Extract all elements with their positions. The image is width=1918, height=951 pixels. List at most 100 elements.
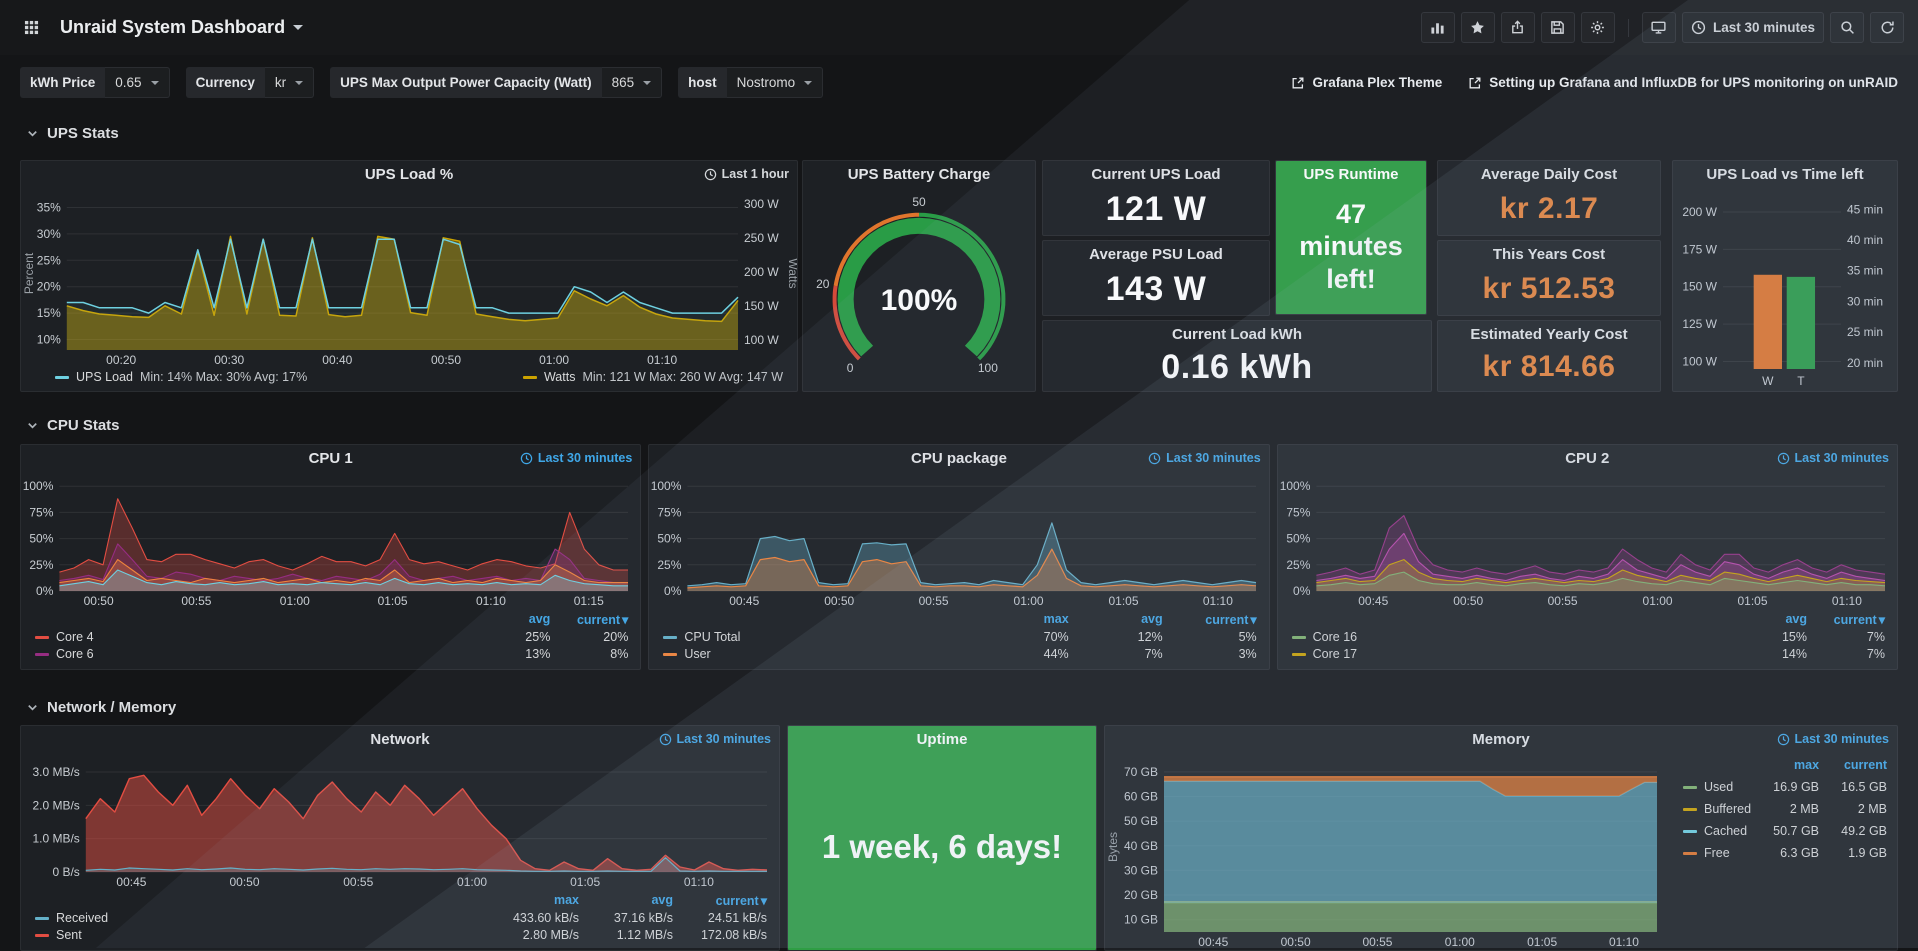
dashboard-title-dropdown[interactable]: Unraid System Dashboard [60, 17, 304, 38]
legend-series[interactable]: Used [1683, 780, 1751, 794]
legend-series[interactable]: Received [35, 911, 485, 925]
legend-header-current[interactable]: current [1807, 612, 1885, 627]
panel-title[interactable]: UPS Battery Charge [847, 165, 991, 183]
row-title-network-memory[interactable]: Network / Memory [20, 696, 1898, 718]
ups-bars-chart[interactable]: 100 W 125 W 150 W 175 W 200 W 20 min 25 min 30 … [1673, 187, 1897, 391]
save-glyph [1551, 21, 1565, 34]
svg-text:01:10: 01:10 [476, 594, 506, 608]
legend-header-avg[interactable]: avg [1141, 612, 1163, 626]
svg-text:01:05: 01:05 [1737, 594, 1767, 608]
legend-header-max[interactable]: max [1794, 758, 1820, 772]
variable-ups-max-output: UPS Max Output Power Capacity (Watt) 865 [330, 67, 663, 98]
cpu2-chart[interactable]: 0% 25% 50% 75% 100% 00:45 00:50 00:55 01:00 01:05… [1278, 471, 1897, 609]
svg-text:00:55: 00:55 [919, 594, 949, 608]
legend-series[interactable]: Cached [1683, 824, 1751, 838]
svg-text:00:45: 00:45 [730, 594, 760, 608]
legend-header-current[interactable]: current [673, 893, 767, 908]
legend-series[interactable]: Buffered [1683, 802, 1751, 816]
variable-value-dropdown[interactable]: 865 [601, 67, 663, 98]
network-chart[interactable]: 0 B/s 1.0 MB/s 2.0 MB/s 3.0 MB/s 00:45 00:50 0… [21, 752, 779, 890]
series-color-icon [1291, 635, 1306, 639]
legend-header-current[interactable]: current [550, 612, 628, 627]
variable-value-dropdown[interactable]: kr [264, 67, 315, 98]
panel-cpu1: CPU 1 Last 30 minutes 0% 25% 50% 75% 100% 00:… [20, 444, 642, 670]
svg-text:01:10: 01:10 [1832, 594, 1862, 608]
legend-series[interactable]: Core 16 [1291, 630, 1741, 644]
cpu1-chart[interactable]: 0% 25% 50% 75% 100% 00:50 00:55 01:00 01:05 01:10… [21, 471, 640, 609]
gear-icon[interactable] [1580, 12, 1615, 43]
panel-memory: Memory Last 30 minutes 10 GB 20 GB 30 GB 40… [1104, 725, 1898, 951]
ups-stats-row: UPS Load % Last 1 hour 10% 15% 20% 25% 30% 35… [20, 160, 1898, 392]
panel-title[interactable]: CPU 2 [1565, 449, 1610, 467]
legend-series[interactable]: Core 17 [1291, 647, 1741, 661]
add-panel-icon[interactable] [1420, 12, 1455, 43]
cpu-package-chart[interactable]: 0% 25% 50% 75% 100% 00:45 00:50 00:55 01:00 01:05… [649, 471, 1268, 609]
page-title: Unraid System Dashboard [60, 17, 286, 37]
panel-title[interactable]: Average Daily Cost [1480, 165, 1618, 183]
panel-title[interactable]: This Years Cost [1492, 245, 1606, 263]
legend-header-current[interactable]: current [1843, 758, 1888, 772]
svg-text:3.0 MB/s: 3.0 MB/s [32, 765, 79, 779]
panel-title[interactable]: CPU package [911, 449, 1007, 467]
search-icon[interactable] [1830, 12, 1864, 43]
legend-series[interactable]: Core 4 [35, 630, 484, 644]
svg-text:01:15: 01:15 [574, 594, 604, 608]
share-icon[interactable] [1500, 12, 1535, 43]
cycle-view-monitor-icon[interactable] [1641, 12, 1676, 43]
svg-text:01:10: 01:10 [684, 875, 714, 889]
apps-grid-icon[interactable] [14, 12, 48, 43]
svg-text:0 B/s: 0 B/s [52, 865, 79, 879]
panel-title[interactable]: CPU 1 [308, 449, 353, 467]
link-ups-monitoring-guide[interactable]: Setting up Grafana and InfluxDB for UPS … [1468, 75, 1898, 90]
ups-load-chart[interactable]: 10% 15% 20% 25% 30% 35% 100 W 150 W 200 W 250 W 30… [21, 187, 797, 368]
dashboard-body: UPS Stats UPS Load % Last 1 hour 10% 15% 2… [0, 122, 1918, 951]
legend-series[interactable]: CPU Total [663, 630, 974, 644]
legend-series-ups-load[interactable]: UPS Load Min: 14% Max: 30% Avg: 17% [55, 370, 307, 384]
panel-title[interactable]: UPS Runtime [1303, 165, 1399, 183]
panel-estimated-yearly-cost: Estimated Yearly Cost kr 814.66 [1437, 320, 1661, 392]
memory-chart[interactable]: 10 GB 20 GB 30 GB 40 GB 50 GB 60 GB 70 GB 00:45… [1105, 752, 1669, 950]
refresh-icon[interactable] [1870, 12, 1904, 43]
svg-text:20 GB: 20 GB [1124, 888, 1158, 902]
row-title-ups-stats[interactable]: UPS Stats [20, 122, 1898, 144]
variable-value-dropdown[interactable]: 0.65 [105, 67, 170, 98]
link-grafana-plex-theme[interactable]: Grafana Plex Theme [1291, 75, 1442, 90]
panel-title[interactable]: Uptime [916, 730, 968, 748]
panel-current-load-kwh: Current Load kWh 0.16 kWh [1042, 320, 1432, 392]
legend-series[interactable]: Free [1683, 846, 1751, 860]
svg-text:15%: 15% [37, 306, 61, 320]
legend-header-max[interactable]: max [553, 893, 579, 907]
panel-title[interactable]: Estimated Yearly Cost [1470, 325, 1628, 343]
panel-title[interactable]: Average PSU Load [1089, 245, 1223, 263]
svg-text:200 W: 200 W [1682, 205, 1717, 219]
legend-header-avg[interactable]: avg [528, 612, 551, 626]
panel-title[interactable]: UPS Load vs Time left [1706, 165, 1864, 183]
svg-text:150 W: 150 W [744, 299, 779, 313]
panel-title[interactable]: Memory [1472, 730, 1530, 748]
legend-series[interactable]: Sent [35, 928, 485, 942]
panel-title[interactable]: Current UPS Load [1091, 165, 1221, 183]
panel-title[interactable]: UPS Load % [364, 165, 454, 183]
legend-series[interactable]: Core 6 [35, 647, 484, 661]
row-title-cpu-stats[interactable]: CPU Stats [20, 414, 1898, 436]
svg-text:25%: 25% [29, 558, 53, 572]
save-icon[interactable] [1540, 12, 1575, 43]
legend-series[interactable]: User [663, 647, 974, 661]
legend-header-avg[interactable]: avg [651, 893, 673, 907]
legend-header-max[interactable]: max [1043, 612, 1069, 626]
star-icon[interactable] [1460, 12, 1495, 43]
battery-gauge[interactable]: 0 20 50 100 100% [803, 187, 1035, 391]
panel-title[interactable]: Current Load kWh [1172, 325, 1302, 343]
monitor-glyph [1651, 21, 1667, 34]
variable-value-dropdown[interactable]: Nostromo [726, 67, 824, 98]
legend-series-watts[interactable]: Watts Min: 121 W Max: 260 W Avg: 147 W [522, 370, 783, 384]
svg-text:01:05: 01:05 [378, 594, 408, 608]
legend-header-current[interactable]: current [1163, 612, 1257, 627]
series-color-icon [35, 652, 49, 656]
svg-text:20: 20 [816, 277, 830, 291]
svg-text:50%: 50% [658, 532, 682, 546]
legend-header-avg[interactable]: avg [1785, 612, 1807, 626]
panel-title[interactable]: Network [370, 730, 430, 748]
panel-cpu-package: CPU package Last 30 minutes 0% 25% 50% 75% 1… [648, 444, 1270, 670]
time-range-picker[interactable]: Last 30 minutes [1681, 12, 1824, 43]
